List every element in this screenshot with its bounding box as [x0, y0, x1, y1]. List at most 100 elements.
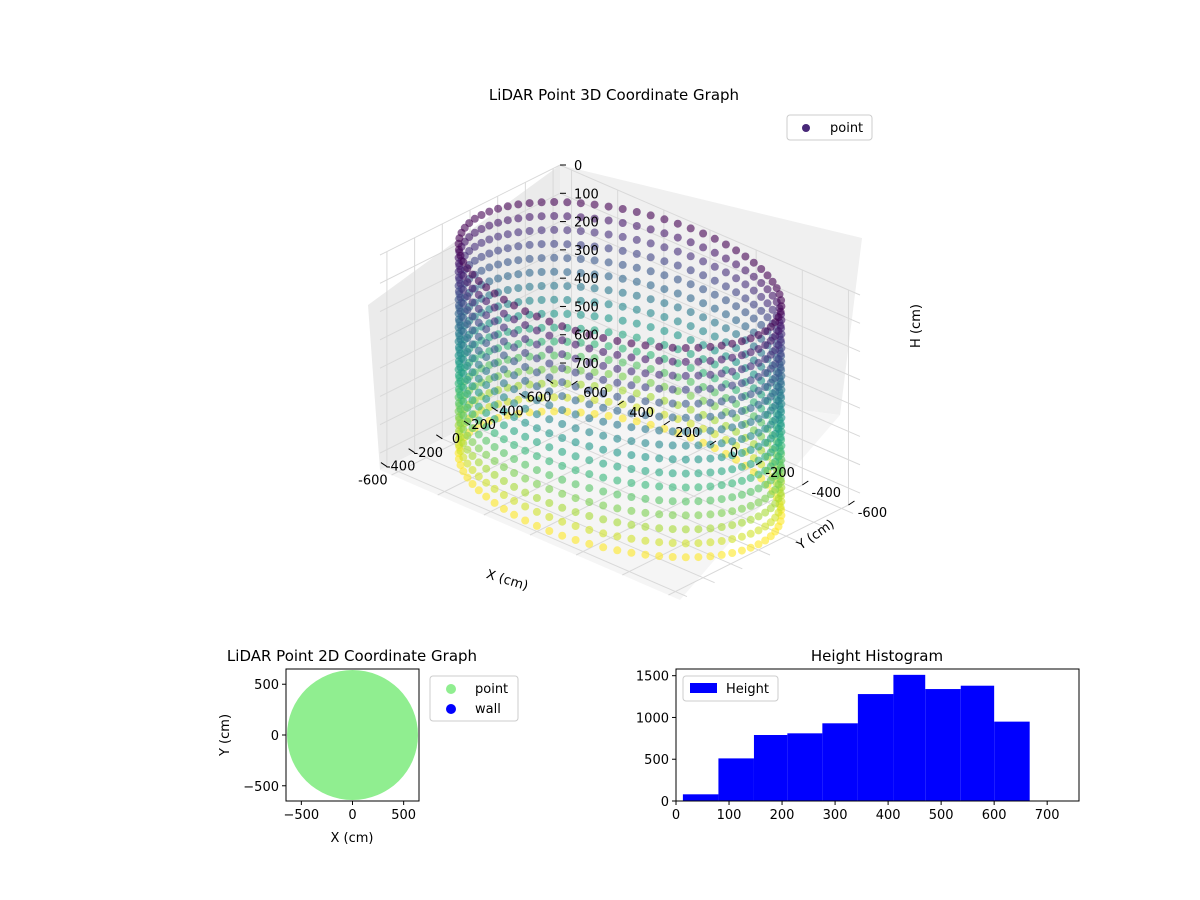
histogram-bar-2: [753, 735, 788, 801]
y-tick-label-hist: 1500: [636, 670, 669, 685]
data-point-3d: [558, 392, 567, 401]
data-point-3d: [599, 529, 608, 538]
data-point-3d: [463, 417, 472, 426]
data-point-3d: [470, 214, 479, 223]
data-point-3d: [558, 434, 567, 442]
data-point-3d: [468, 340, 477, 349]
data-point-3d: [585, 414, 594, 423]
data-point-3d: [660, 327, 669, 335]
data-point-3d: [482, 478, 491, 487]
data-point-3d: [499, 477, 508, 485]
data-point-3d: [576, 269, 585, 277]
data-point-3d: [732, 302, 741, 311]
data-point-3d: [474, 332, 483, 341]
points-3d: [454, 198, 786, 562]
data-point-3d: [746, 543, 755, 552]
data-point-3d: [468, 284, 477, 293]
data-point-3d: [766, 406, 775, 415]
data-point-3d: [655, 538, 664, 547]
data-point-3d: [571, 326, 580, 335]
data-point-3d: [537, 254, 546, 263]
data-point-3d: [655, 440, 664, 449]
data-point-3d: [510, 469, 519, 477]
data-point-3d: [521, 474, 530, 483]
data-point-3d: [474, 472, 483, 481]
data-point-3d: [503, 230, 512, 239]
data-point-3d: [613, 420, 622, 429]
data-point-3d: [499, 323, 508, 332]
data-point-3d: [721, 254, 730, 263]
data-point-3d: [532, 326, 541, 335]
y-tick-label-hist: 0: [661, 795, 669, 810]
z-tick-label-3d: 100: [574, 187, 599, 202]
data-point-3d: [694, 371, 703, 380]
data-point-3d: [532, 507, 541, 516]
data-point-3d: [558, 503, 567, 512]
data-point-3d: [746, 529, 755, 538]
data-point-3d: [641, 453, 650, 461]
data-point-3d: [646, 211, 655, 220]
data-point-3d: [563, 198, 572, 207]
data-point-3d: [686, 433, 695, 442]
data-point-3d: [456, 419, 465, 428]
data-point-3d: [737, 421, 746, 429]
data-point-3d: [510, 301, 519, 310]
data-point-3d: [668, 399, 677, 408]
data-point-3d: [576, 282, 585, 291]
data-point-3d: [604, 272, 613, 281]
data-point-3d: [746, 460, 755, 468]
data-point-3d: [468, 452, 477, 460]
y-tick-label-2d: −500: [243, 780, 279, 795]
data-point-3d: [749, 272, 758, 281]
data-point-3d: [514, 214, 523, 223]
data-point-3d: [646, 365, 655, 373]
data-point-3d: [618, 414, 627, 423]
data-point-3d: [681, 385, 690, 394]
data-point-3d: [474, 458, 483, 467]
data-point-3d: [717, 397, 726, 406]
data-point-3d: [490, 303, 499, 312]
data-point-3d: [618, 358, 627, 367]
data-point-3d: [673, 261, 682, 270]
data-point-3d: [706, 510, 715, 519]
data-point-3d: [728, 353, 737, 362]
data-point-3d: [474, 304, 483, 313]
data-point-3d: [485, 207, 494, 216]
data-point-3d: [604, 300, 613, 309]
data-point-3d: [590, 312, 599, 321]
data-point-3d: [728, 395, 737, 404]
data-point-3d: [525, 213, 534, 221]
data-point-3d: [646, 337, 655, 346]
data-point-3d: [590, 354, 599, 363]
data-point-3d: [627, 353, 636, 362]
data-point-3d: [550, 281, 559, 290]
data-point-3d: [514, 200, 523, 209]
data-point-3d: [717, 341, 726, 350]
data-point-3d: [585, 539, 594, 548]
data-point-3d: [474, 430, 483, 439]
data-point-3d: [746, 432, 755, 441]
data-point-3d: [721, 324, 730, 333]
data-point-3d: [686, 419, 695, 428]
chart-3d-title: LiDAR Point 3D Coordinate Graph: [489, 86, 739, 104]
data-point-3d: [474, 402, 483, 411]
data-point-3d: [766, 350, 775, 359]
data-point-3d: [632, 208, 641, 216]
data-point-3d: [681, 371, 690, 380]
scatter-2d-point-cloud: [287, 670, 418, 800]
data-point-3d: [585, 344, 594, 353]
data-point-3d: [761, 508, 770, 517]
data-point-3d: [521, 418, 530, 427]
data-point-3d: [459, 285, 468, 294]
data-point-3d: [525, 296, 534, 305]
data-point-3d: [686, 280, 695, 289]
data-point-3d: [632, 249, 641, 258]
data-point-3d: [681, 427, 690, 436]
data-point-3d: [761, 452, 770, 461]
data-point-3d: [510, 413, 519, 422]
data-point-3d: [510, 510, 519, 519]
data-point-3d: [599, 459, 608, 468]
legend-2d-marker-wall: [446, 704, 456, 714]
y-tick-label-3d: -400: [812, 486, 842, 501]
data-point-3d: [754, 498, 763, 507]
